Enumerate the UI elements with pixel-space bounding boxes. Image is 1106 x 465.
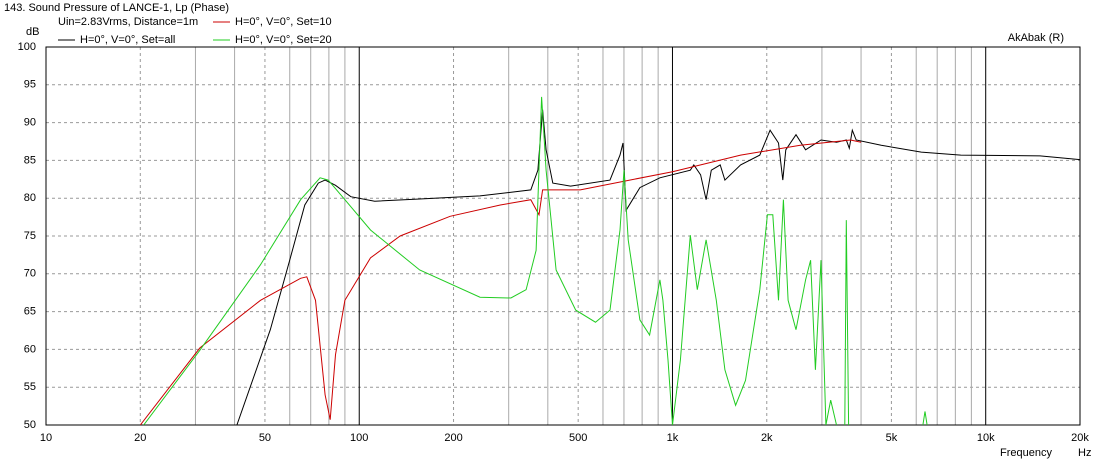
x-tick-label: 200 xyxy=(444,432,462,444)
x-tick-label: 50 xyxy=(259,432,271,444)
annotation: AkAbak (R) xyxy=(1008,32,1064,44)
y-tick-label: 75 xyxy=(24,230,36,242)
y-axis-label: dB xyxy=(26,26,39,38)
x-tick-label: 2k xyxy=(761,432,773,444)
chart-title: 143. Sound Pressure of LANCE-1, Lp (Phas… xyxy=(4,2,229,14)
legend-label: H=0°, V=0°, Set=20 xyxy=(235,34,332,46)
plot-area xyxy=(139,96,1080,425)
x-tick-label: 5k xyxy=(886,432,898,444)
y-tick-label: 85 xyxy=(24,154,36,166)
x-axis-unit: Hz xyxy=(1078,447,1091,459)
y-tick-label: 70 xyxy=(24,268,36,280)
y-tick-label: 95 xyxy=(24,79,36,91)
x-tick-label: 20 xyxy=(134,432,146,444)
plot-frame xyxy=(45,46,1081,426)
y-tick-label: 80 xyxy=(24,192,36,204)
y-tick-label: 60 xyxy=(24,343,36,355)
x-tick-label: 500 xyxy=(569,432,587,444)
y-tick-label: 55 xyxy=(24,381,36,393)
y-tick-label: 50 xyxy=(24,419,36,431)
x-tick-label: 10k xyxy=(977,432,995,444)
x-tick-label: 100 xyxy=(350,432,368,444)
x-tick-label: 1k xyxy=(667,432,679,444)
x-axis-label: Frequency xyxy=(1000,447,1052,459)
legend-label: H=0°, V=0°, Set=10 xyxy=(235,16,332,28)
x-tick-label: 10 xyxy=(40,432,52,444)
series-line xyxy=(139,139,862,425)
y-tick-label: 90 xyxy=(24,117,36,129)
x-tick-label: 20k xyxy=(1071,432,1089,444)
series-line xyxy=(143,96,928,425)
y-tick-label: 65 xyxy=(24,306,36,318)
legend-label: H=0°, V=0°, Set=all xyxy=(80,34,175,46)
subtitle: Uin=2.83Vrms, Distance=1m xyxy=(58,16,198,28)
y-tick-label: 100 xyxy=(18,41,36,53)
